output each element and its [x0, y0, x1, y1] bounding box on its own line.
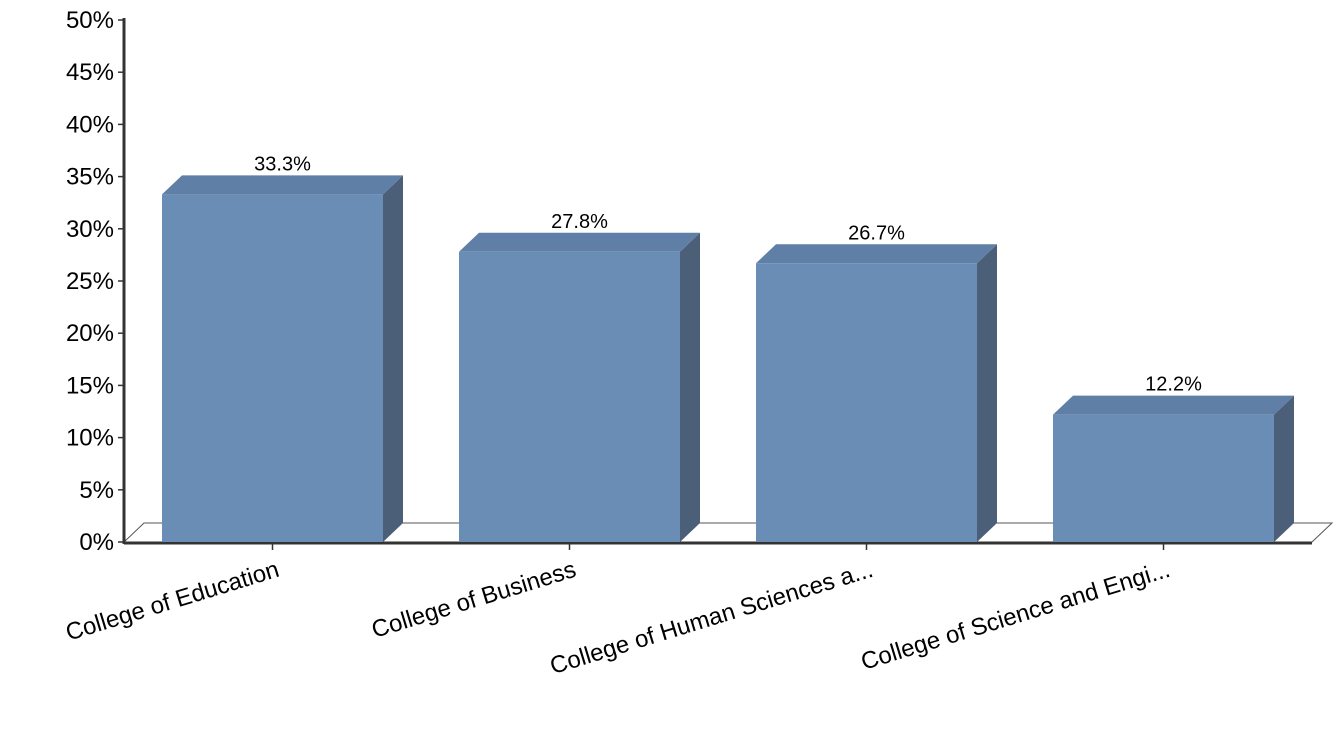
- x-tick-label: College of Education: [63, 556, 283, 647]
- bars: [162, 175, 1294, 542]
- y-tick-label: 25%: [66, 268, 114, 295]
- y-tick-label: 50%: [66, 7, 114, 34]
- y-tick-label: 10%: [66, 425, 114, 452]
- x-tick-label: College of Science and Engi...: [858, 556, 1173, 676]
- bar-top: [1053, 395, 1294, 415]
- axes: [118, 18, 1312, 550]
- bar-side: [383, 175, 403, 542]
- y-tick-label: 20%: [66, 320, 114, 347]
- y-tick-label: 15%: [66, 372, 114, 399]
- bar: [459, 251, 680, 542]
- data-label: 26.7%: [848, 222, 905, 244]
- bar-side: [1274, 395, 1294, 542]
- bar-side: [680, 232, 700, 542]
- data-label: 27.8%: [551, 211, 608, 233]
- x-tick-label: College of Human Sciences a...: [547, 556, 876, 680]
- bar-top: [459, 232, 700, 252]
- y-tick-label: 35%: [66, 164, 114, 191]
- bar: [756, 263, 977, 542]
- bar: [1053, 414, 1274, 542]
- data-label: 12.2%: [1145, 374, 1202, 396]
- data-label: 33.3%: [254, 153, 311, 175]
- y-tick-label: 5%: [79, 477, 114, 504]
- y-tick-label: 30%: [66, 216, 114, 243]
- y-tick-label: 0%: [79, 529, 114, 556]
- bar-side: [977, 244, 997, 542]
- x-tick-label: College of Business: [369, 556, 580, 644]
- y-tick-label: 40%: [66, 111, 114, 138]
- bar: [162, 194, 383, 542]
- bar-top: [162, 175, 403, 195]
- y-tick-label: 45%: [66, 59, 114, 86]
- bar-top: [756, 244, 997, 264]
